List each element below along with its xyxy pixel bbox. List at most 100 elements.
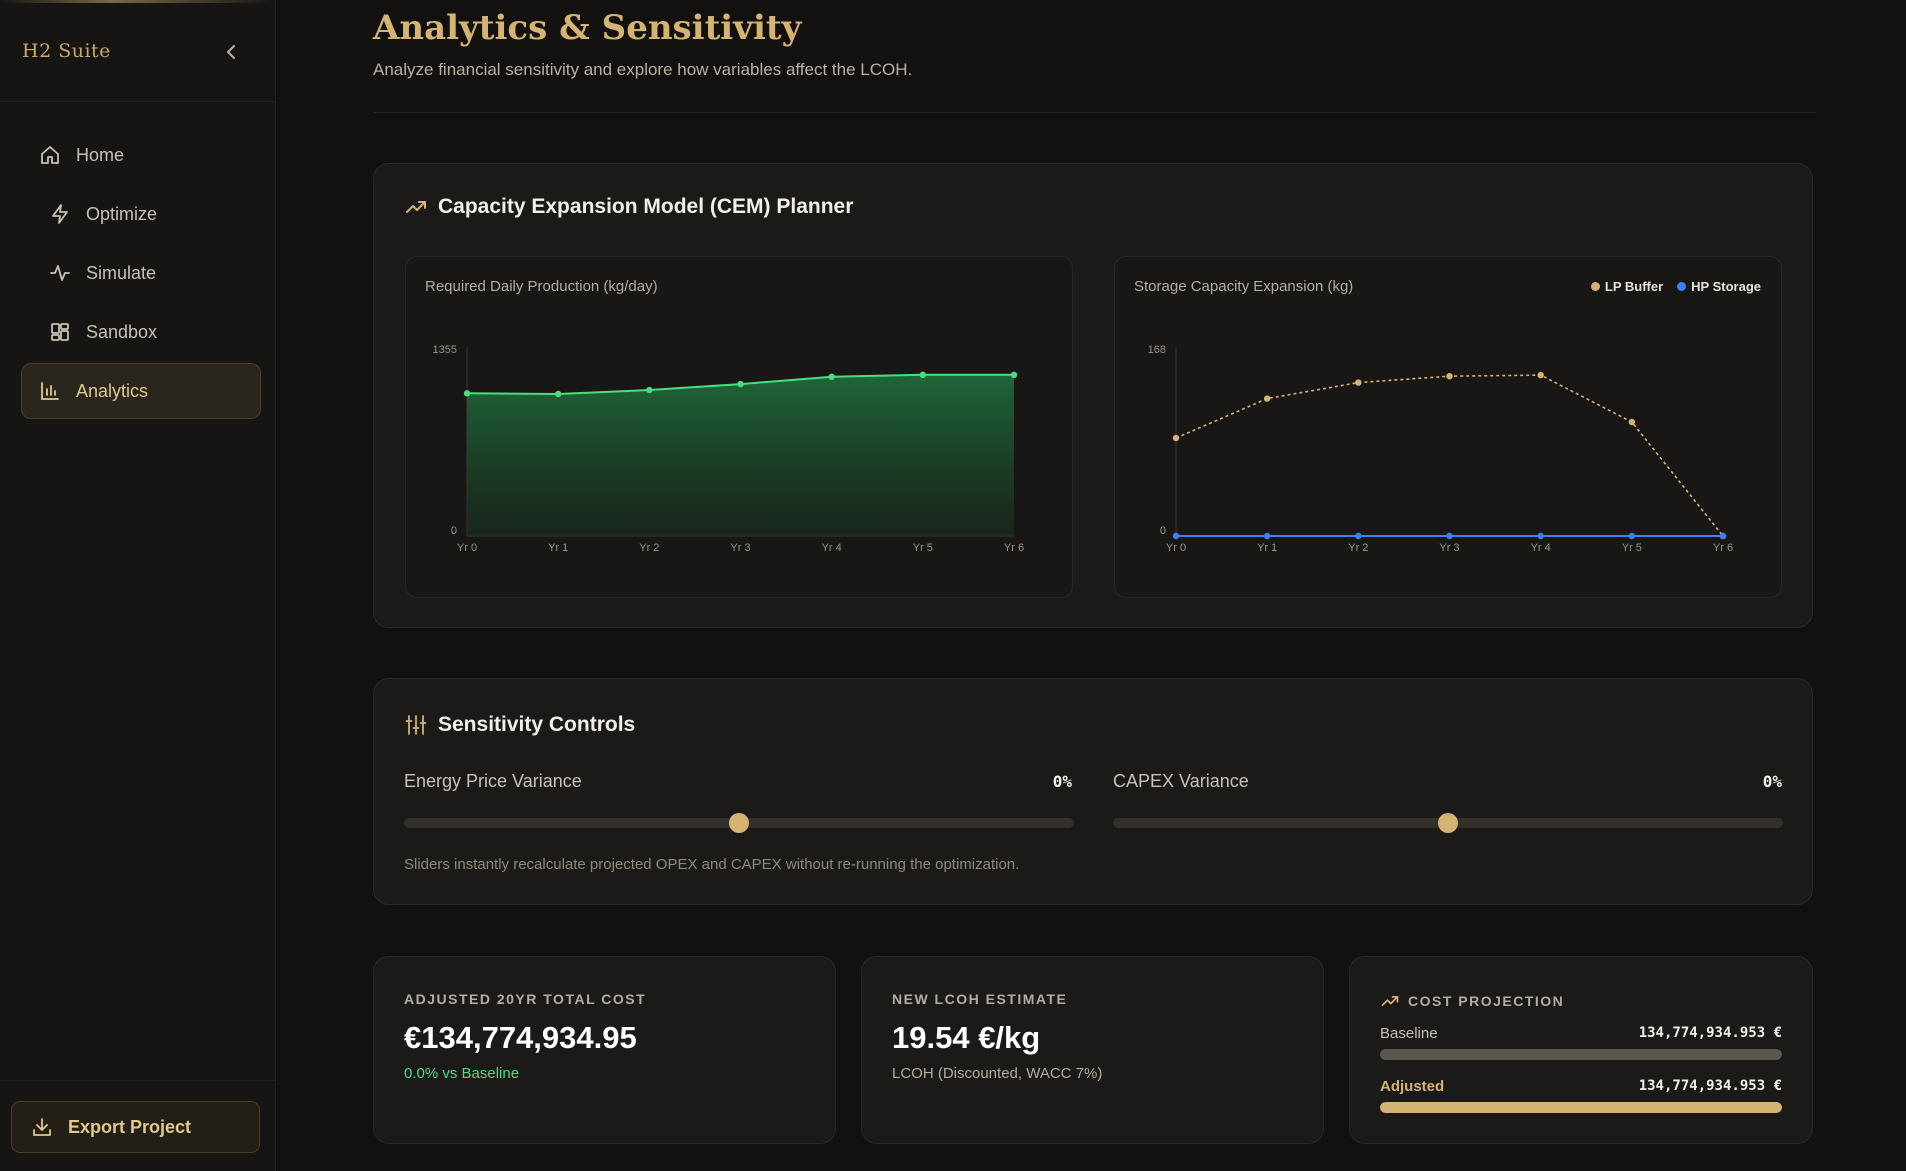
header-divider [373, 112, 1816, 113]
collapse-sidebar-button[interactable] [220, 40, 242, 64]
data-point [554, 390, 562, 398]
capex-variance-value: 0% [1762, 772, 1782, 791]
trending-up-icon [404, 195, 428, 219]
download-icon [30, 1115, 54, 1139]
x-tick-label: Yr 3 [1439, 542, 1459, 554]
baseline-label: Baseline [1380, 1025, 1438, 1042]
energy-price-label: Energy Price Variance [404, 771, 582, 791]
data-point [1537, 371, 1544, 379]
production-chart: 1355 0Yr 0 Yr 1 Yr 2 Yr 3 Yr 4 Yr 5 Yr 6 [433, 344, 1025, 554]
x-tick-label: Yr 2 [639, 542, 659, 554]
bar-chart-icon [38, 379, 62, 403]
x-tick-label: Yr 5 [913, 542, 933, 554]
total-cost-value: €134,774,934.95 [404, 1020, 637, 1055]
sidebar-item-sandbox[interactable]: Sandbox [21, 304, 261, 360]
data-point [1446, 532, 1453, 540]
baseline-value: 134,774,934.953 € [1638, 1025, 1782, 1041]
sensitivity-controls-card: Sensitivity Controls Energy Price Varian… [373, 678, 1813, 905]
cost-projection-label: COST PROJECTION [1408, 993, 1565, 1009]
data-point [737, 380, 744, 388]
sidebar-item-analytics[interactable]: Analytics [21, 363, 261, 419]
data-point [1628, 532, 1636, 540]
x-tick-label: Yr 6 [1004, 542, 1024, 554]
area-fill [467, 374, 1014, 536]
lcoh-value: 19.54 €/kg [892, 1020, 1041, 1055]
sidebar-item-label: Optimize [86, 203, 158, 224]
adjusted-value: 134,774,934.953 € [1638, 1078, 1782, 1094]
sidebar-item-label: Analytics [76, 380, 149, 401]
energy-price-slider-thumb[interactable] [729, 813, 749, 833]
sidebar: H2 Suite Home Optimize Sim [0, 0, 276, 1171]
data-point [1172, 434, 1180, 442]
storage-chart-panel: Storage Capacity Expansion (kg) LP Buffe… [1114, 256, 1782, 598]
lcoh-estimate-card: NEW LCOH ESTIMATE 19.54 €/kg LCOH (Disco… [861, 956, 1324, 1144]
total-cost-card: ADJUSTED 20YR TOTAL COST €134,774,934.95… [373, 956, 836, 1144]
y-tick-label: 0 [451, 525, 457, 537]
storage-chart-title: Storage Capacity Expansion (kg) [1134, 278, 1354, 295]
x-tick-label: Yr 1 [1257, 542, 1277, 554]
data-point [1355, 379, 1362, 386]
cem-card-title: Capacity Expansion Model (CEM) Planner [404, 195, 853, 219]
cost-projection-header: COST PROJECTION [1380, 991, 1564, 1011]
energy-price-slider[interactable] [404, 813, 1074, 833]
lcoh-subtext: LCOH (Discounted, WACC 7%) [892, 1065, 1103, 1082]
legend-label-hp-storage: HP Storage [1691, 279, 1761, 294]
data-point [646, 386, 653, 394]
x-tick-label: Yr 5 [1622, 542, 1642, 554]
legend-item-lp-buffer[interactable]: LP Buffer [1590, 279, 1664, 294]
sidebar-item-label: Simulate [86, 262, 157, 283]
sidebar-nav: Home Optimize Simulate Sandbox [21, 127, 261, 422]
y-tick-label: 168 [1148, 344, 1166, 356]
pulse-icon [48, 261, 72, 285]
x-tick-label: Yr 4 [822, 542, 842, 554]
x-tick-label: Yr 3 [730, 542, 750, 554]
data-point [1537, 532, 1544, 540]
adjusted-bar-fill [1380, 1102, 1782, 1113]
data-point [1010, 371, 1018, 379]
legend-item-hp-storage[interactable]: HP Storage [1677, 279, 1761, 294]
sliders-icon [404, 713, 428, 737]
export-project-label: Export Project [68, 1116, 192, 1137]
lcoh-label: NEW LCOH ESTIMATE [892, 991, 1068, 1007]
legend-label-lp-buffer: LP Buffer [1604, 279, 1664, 294]
sidebar-item-label: Home [76, 144, 125, 165]
storage-chart-legend: LP Buffer HP Storage [1577, 279, 1761, 294]
baseline-bar-fill [1380, 1049, 1782, 1060]
adjusted-label: Adjusted [1380, 1078, 1445, 1095]
y-tick-label: 1355 [433, 344, 457, 356]
data-point [1263, 395, 1271, 402]
grid-icon [48, 320, 72, 344]
sidebar-bottom-divider [0, 1080, 276, 1081]
x-tick-label: Yr 0 [457, 542, 477, 554]
trending-up-icon [1380, 991, 1400, 1011]
sensitivity-card-title: Sensitivity Controls [404, 713, 635, 737]
capex-variance-slider-thumb[interactable] [1438, 813, 1458, 833]
capex-variance-label: CAPEX Variance [1113, 771, 1249, 791]
cost-projection-card: COST PROJECTION Baseline 134,774,934.953… [1349, 956, 1813, 1144]
y-tick-label: 0 [1160, 525, 1166, 537]
production-chart-panel: Required Daily Production (kg/day) 1355 0… [405, 256, 1073, 598]
data-point [463, 390, 471, 397]
data-point [1446, 372, 1453, 380]
total-cost-label: ADJUSTED 20YR TOTAL COST [404, 991, 647, 1007]
x-tick-label: Yr 6 [1713, 542, 1733, 554]
brand-logo: H2 Suite [22, 40, 111, 62]
export-project-button[interactable]: Export Project [11, 1101, 260, 1153]
production-chart-title: Required Daily Production (kg/day) [425, 278, 658, 295]
home-icon [38, 143, 62, 167]
chevron-left-icon [227, 45, 235, 59]
sidebar-item-home[interactable]: Home [21, 127, 261, 183]
data-point [1355, 532, 1362, 540]
legend-dot-lp-buffer [1590, 282, 1600, 291]
data-point [919, 371, 927, 379]
x-tick-label: Yr 4 [1531, 542, 1551, 554]
sidebar-item-simulate[interactable]: Simulate [21, 245, 261, 301]
capex-variance-slider[interactable] [1113, 813, 1783, 833]
cem-title-text: Capacity Expansion Model (CEM) Planner [438, 195, 854, 218]
x-tick-label: Yr 2 [1348, 542, 1368, 554]
sidebar-item-optimize[interactable]: Optimize [21, 186, 261, 242]
page-subtitle: Analyze financial sensitivity and explor… [373, 60, 913, 79]
cem-planner-card: Capacity Expansion Model (CEM) Planner R… [373, 163, 1813, 628]
page-title: Analytics & Sensitivity [373, 8, 802, 48]
